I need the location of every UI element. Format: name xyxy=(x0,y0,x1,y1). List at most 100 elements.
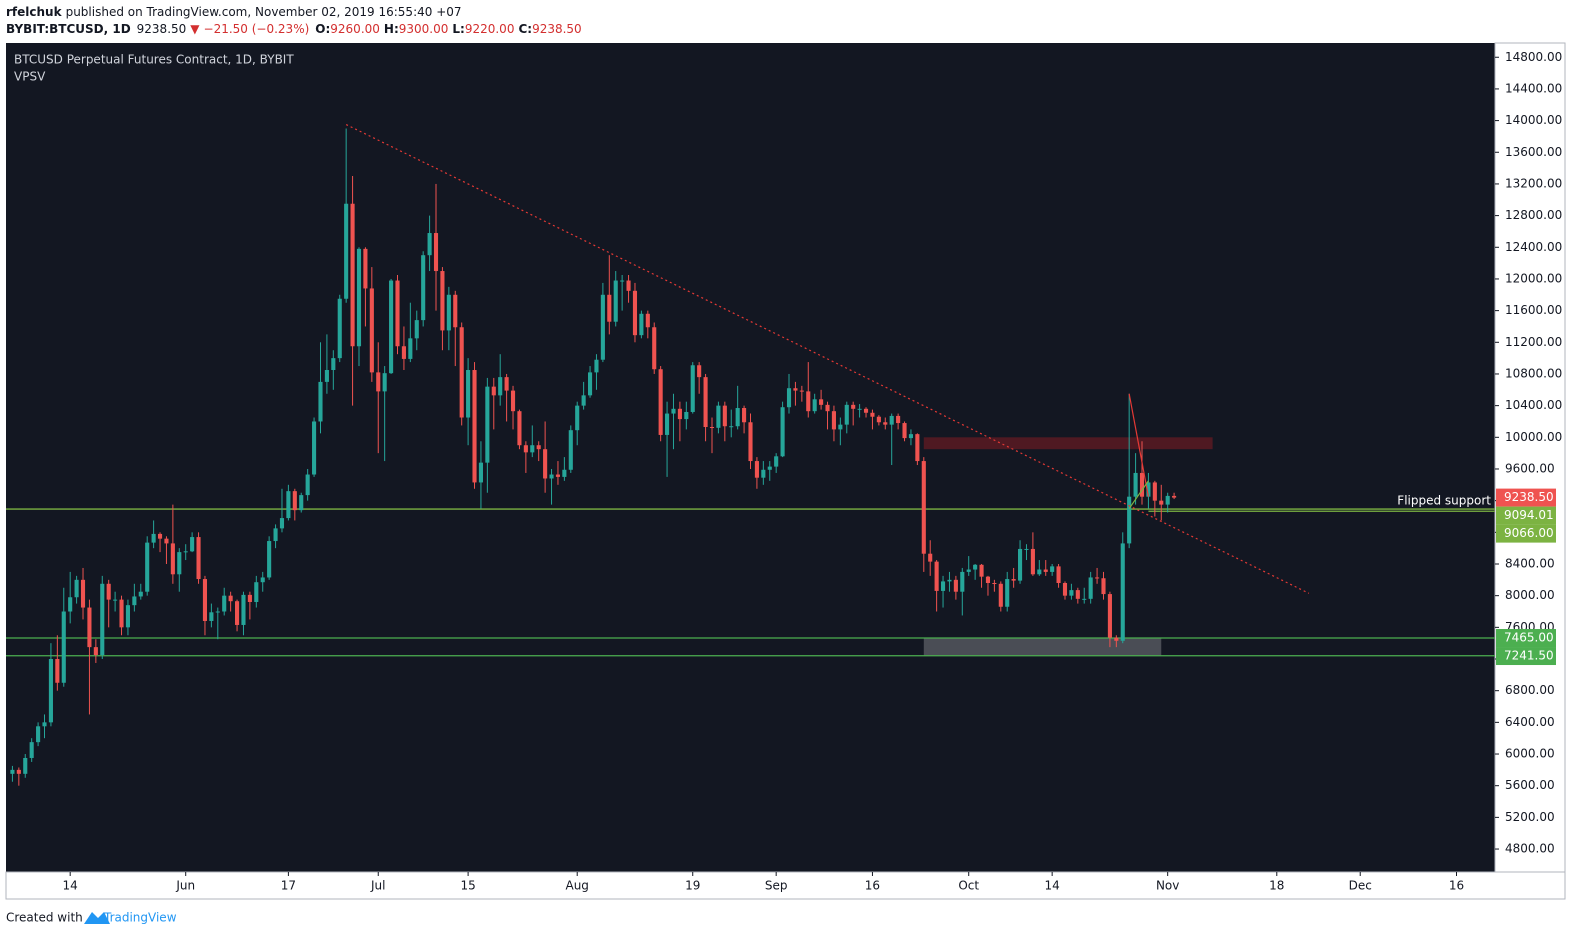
candle-body xyxy=(491,386,496,396)
c-label: C: xyxy=(518,22,532,36)
candle-body xyxy=(157,533,163,539)
candle-body xyxy=(549,474,554,479)
candle-body xyxy=(594,359,599,373)
logo xyxy=(84,912,110,924)
candle-body xyxy=(132,596,137,606)
candle-body xyxy=(68,597,73,612)
candle-body xyxy=(863,408,869,413)
price-label: 9066.00 xyxy=(1504,526,1554,540)
candle-body xyxy=(973,564,978,570)
candle-body xyxy=(170,543,175,575)
candle-body xyxy=(23,757,28,774)
candle-body xyxy=(1005,579,1010,607)
candle-body xyxy=(928,553,933,562)
candle-body xyxy=(1030,548,1035,575)
candle-body xyxy=(1082,598,1087,600)
candle-body xyxy=(401,346,406,359)
candle-body xyxy=(312,421,317,475)
x-tick-label: 16 xyxy=(1449,879,1464,893)
candle-body xyxy=(61,611,66,683)
chart-title: BTCUSD Perpetual Futures Contract, 1D, B… xyxy=(14,53,294,67)
l: 9220.00 xyxy=(465,22,515,36)
candle-body xyxy=(806,391,811,412)
candle-body xyxy=(883,422,888,425)
candle-body xyxy=(767,466,772,470)
y-tick-label: 11200.00 xyxy=(1505,335,1562,349)
candle-body xyxy=(145,542,150,592)
candle-body xyxy=(254,582,259,603)
candle-body xyxy=(793,388,798,391)
candle-body xyxy=(299,495,304,511)
candle-body xyxy=(138,591,143,597)
x-tick-label: Oct xyxy=(958,879,979,893)
candle-body xyxy=(228,595,233,602)
candle-body xyxy=(671,408,676,414)
candle-body xyxy=(1050,566,1055,572)
footer-created: Created with xyxy=(6,911,83,925)
candle-body xyxy=(440,271,445,331)
candle-body xyxy=(119,599,124,628)
candle-body xyxy=(697,365,702,378)
candle-body xyxy=(587,372,593,396)
footer-brand: TradingView xyxy=(103,911,177,925)
candle-body xyxy=(857,408,862,410)
candle-body xyxy=(113,599,118,601)
x-tick-label: 19 xyxy=(685,879,700,893)
candle-body xyxy=(247,594,252,603)
y-tick-label: 14400.00 xyxy=(1505,81,1562,95)
price-label: 9238.50 xyxy=(1504,490,1554,504)
candle-body xyxy=(80,579,86,608)
candle-body xyxy=(1056,566,1061,583)
x-tick-label: Jun xyxy=(175,879,195,893)
candle-body xyxy=(344,203,349,299)
y-tick-label: 6400.00 xyxy=(1505,715,1555,729)
candle-body xyxy=(960,571,965,592)
y-tick-label: 10400.00 xyxy=(1505,398,1562,412)
candle-body xyxy=(151,533,156,543)
candle-body xyxy=(735,408,740,427)
x-tick-label: 18 xyxy=(1269,879,1284,893)
candle-body xyxy=(677,408,682,420)
candle-body xyxy=(825,404,830,412)
candle-body xyxy=(581,395,586,406)
price-label-box xyxy=(1496,488,1556,507)
candle-body xyxy=(234,601,240,625)
candle-body xyxy=(523,445,528,453)
candle-body xyxy=(658,369,663,435)
price-label-box xyxy=(1496,647,1556,666)
candle-body xyxy=(1101,578,1106,595)
candle-body xyxy=(29,742,34,758)
trendline xyxy=(1128,393,1150,497)
y-tick-label: 8400.00 xyxy=(1505,556,1555,570)
candle-body xyxy=(305,474,310,496)
candle-body xyxy=(600,294,605,360)
candle-body xyxy=(908,434,914,439)
candle-body xyxy=(1075,590,1080,599)
candle-body xyxy=(690,365,695,412)
candle-body xyxy=(889,415,894,425)
candle-body xyxy=(222,595,227,612)
x-tick-label: 15 xyxy=(460,879,475,893)
candle-body xyxy=(902,423,907,439)
candle-body xyxy=(292,491,297,511)
candle-body xyxy=(742,408,747,423)
published: published on TradingView.com, November 0… xyxy=(66,5,462,19)
candle-body xyxy=(607,294,612,322)
c: 9238.50 xyxy=(532,22,582,36)
candle-body xyxy=(504,377,509,391)
candle-body xyxy=(331,358,336,371)
price-label-box xyxy=(1496,506,1556,525)
y-tick-label: 13200.00 xyxy=(1505,176,1562,190)
candle-body xyxy=(985,576,991,583)
candle-body xyxy=(414,320,419,339)
candle-body xyxy=(1095,577,1100,579)
candle-body xyxy=(1043,569,1048,572)
candle-body xyxy=(1133,472,1138,497)
change: −21.50 (−0.23%) xyxy=(204,22,310,36)
x-tick-label: Dec xyxy=(1349,879,1372,893)
candle-body xyxy=(369,288,374,373)
symbol: BYBIT:BTCUSD, 1D xyxy=(6,22,131,36)
candle-body xyxy=(652,327,657,370)
candle-body xyxy=(761,469,766,478)
y-tick-label: 11600.00 xyxy=(1505,303,1562,317)
